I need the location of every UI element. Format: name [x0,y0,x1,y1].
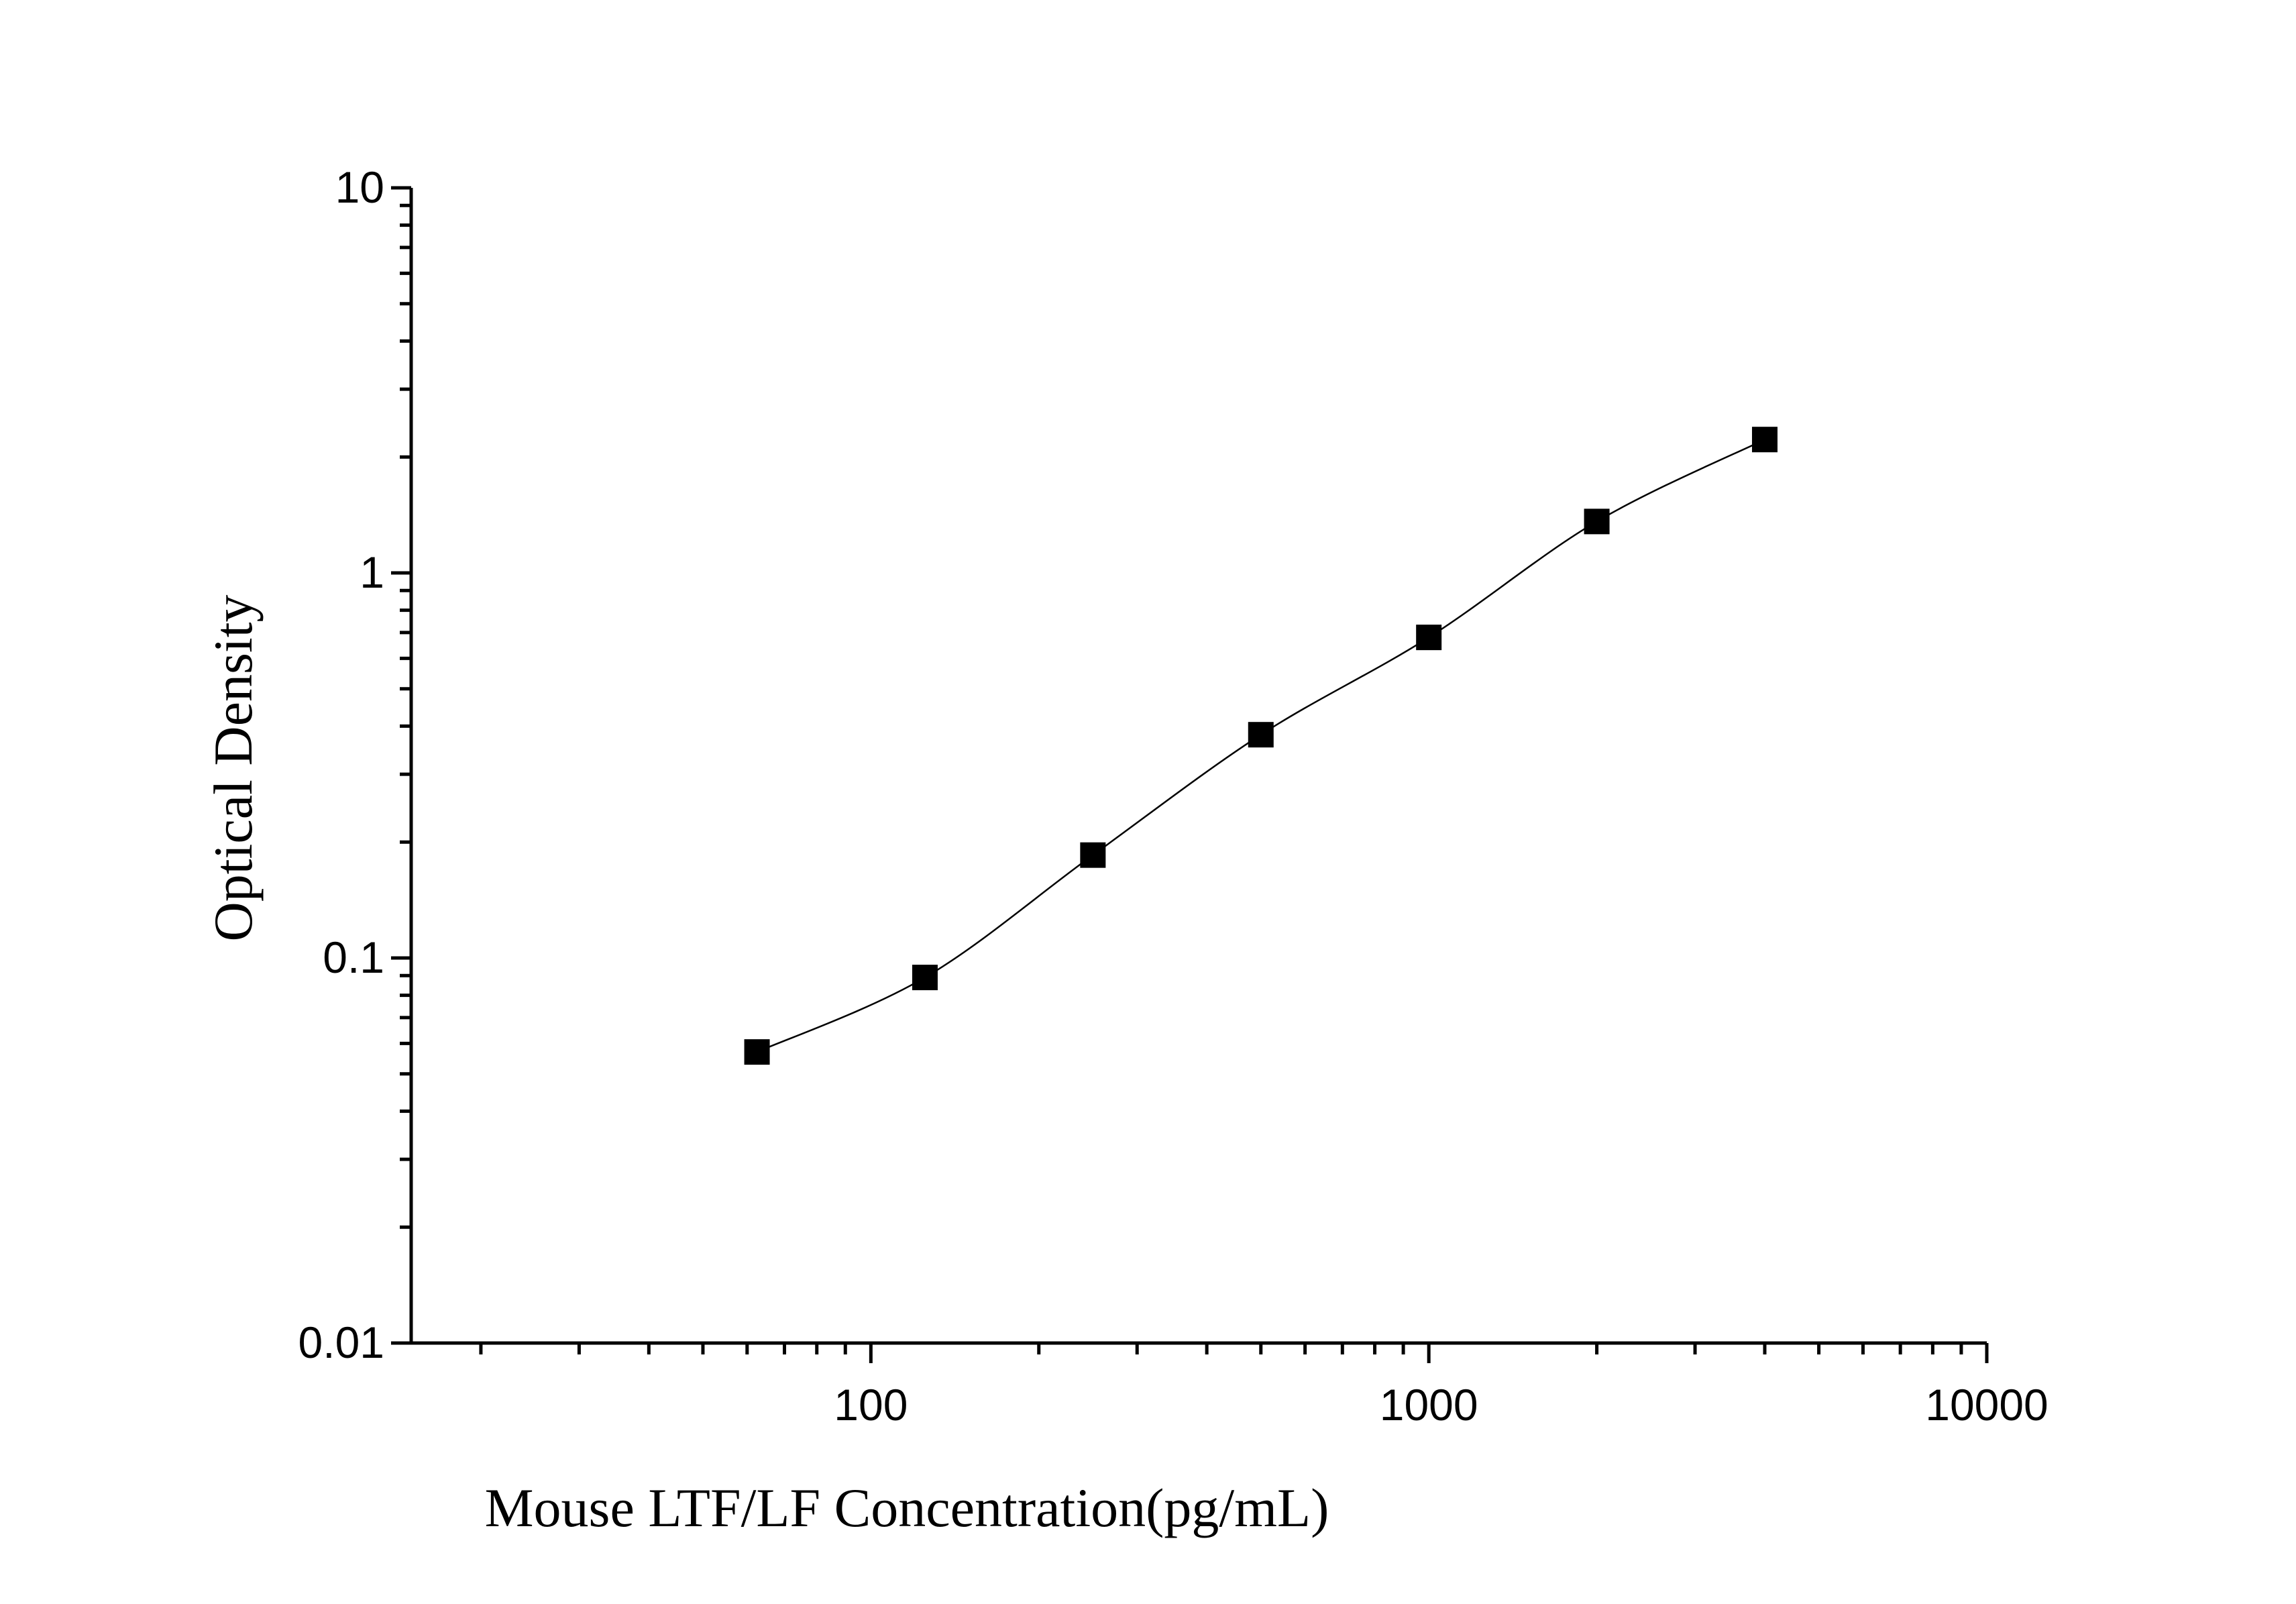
y-tick-label: 0.1 [323,932,384,982]
x-axis-title: Mouse LTF/LF Concentration(pg/mL) [485,1477,1329,1538]
data-point [1751,427,1778,453]
data-point [1080,842,1106,868]
data-point [1248,722,1274,748]
data-point [744,1039,770,1065]
data-point [1584,509,1610,535]
x-tick-label: 1000 [1380,1380,1478,1430]
x-tick-label: 100 [834,1380,908,1430]
y-tick-label: 1 [360,547,384,597]
y-tick-label: 0.01 [298,1318,384,1367]
axes: 100 1000 10000 0.01 0.1 1 10 [298,162,2048,1430]
y-axis-title: Optical Density [203,595,264,942]
data-point [912,965,938,991]
data-point [1416,625,1442,651]
x-tick-label: 10000 [1925,1380,2048,1430]
data-points-layer [744,427,1778,1065]
y-tick-label: 10 [335,162,384,212]
